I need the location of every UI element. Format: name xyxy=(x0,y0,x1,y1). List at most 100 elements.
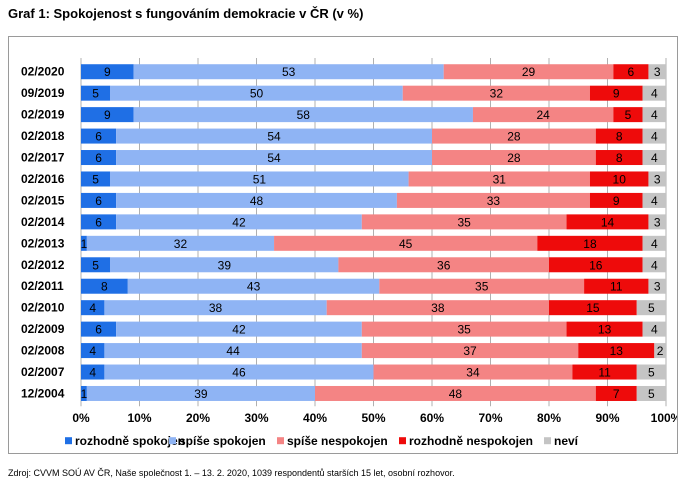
data-label: 6 xyxy=(95,215,102,229)
category-label: 02/2015 xyxy=(21,193,65,207)
bar-segment xyxy=(636,300,666,316)
category-label: 12/2004 xyxy=(21,386,65,400)
bar-segment xyxy=(81,343,105,359)
bar-segment xyxy=(642,107,666,123)
chart-title: Graf 1: Spokojenost s fungováním demokra… xyxy=(8,6,364,21)
bar-segment xyxy=(116,321,362,337)
category-label: 02/2016 xyxy=(21,172,65,186)
source-note: Zdroj: CVVM SOÚ AV ČR, Naše společnost 1… xyxy=(8,468,455,478)
data-label: 33 xyxy=(487,194,501,208)
x-tick-label: 30% xyxy=(244,411,268,425)
data-label: 38 xyxy=(431,301,445,315)
bar-segment xyxy=(642,85,666,101)
data-label: 6 xyxy=(95,194,102,208)
data-label: 42 xyxy=(232,215,246,229)
data-label: 8 xyxy=(616,151,623,165)
category-label: 02/2013 xyxy=(21,236,65,250)
data-label: 39 xyxy=(218,258,232,272)
data-label: 2 xyxy=(657,344,664,358)
data-label: 8 xyxy=(101,280,108,294)
data-label: 32 xyxy=(174,237,188,251)
data-label: 31 xyxy=(493,172,507,186)
bar-segment xyxy=(116,214,362,230)
data-label: 15 xyxy=(586,301,600,315)
legend-swatch xyxy=(65,437,72,445)
data-label: 4 xyxy=(651,258,658,272)
data-label: 4 xyxy=(651,130,658,144)
bar-segment xyxy=(315,385,596,401)
data-label: 32 xyxy=(490,87,504,101)
bar-segment xyxy=(104,364,374,380)
category-label: 02/2011 xyxy=(21,279,64,293)
category-label: 02/2019 xyxy=(21,108,65,122)
data-label: 4 xyxy=(651,151,658,165)
data-label: 6 xyxy=(95,323,102,337)
x-tick-label: 0% xyxy=(72,411,90,425)
bar-segment xyxy=(361,321,567,337)
bar-segment xyxy=(127,278,380,294)
bar-segment xyxy=(81,171,111,187)
data-label: 48 xyxy=(250,194,264,208)
bar-segment xyxy=(537,235,643,251)
data-label: 3 xyxy=(654,65,661,79)
bar-segment xyxy=(443,64,614,80)
data-label: 1 xyxy=(81,237,88,251)
legend-swatch xyxy=(277,437,284,445)
bar-segment xyxy=(104,343,362,359)
bar-segment xyxy=(589,85,643,101)
data-label: 24 xyxy=(536,108,550,122)
data-label: 5 xyxy=(625,108,632,122)
bar-segment xyxy=(86,235,275,251)
bar-segment xyxy=(595,150,643,166)
data-label: 28 xyxy=(507,130,521,144)
data-label: 34 xyxy=(466,366,480,380)
data-label: 1 xyxy=(81,387,88,401)
data-label: 4 xyxy=(651,237,658,251)
bar-segment xyxy=(110,257,339,273)
bar-segment xyxy=(396,192,590,208)
bar-segment xyxy=(402,85,590,101)
legend-label: spíše nespokojen xyxy=(287,434,388,448)
x-tick-label: 100% xyxy=(651,411,677,425)
bar-segment xyxy=(578,343,655,359)
data-label: 3 xyxy=(654,172,661,186)
bar-segment xyxy=(133,107,473,123)
bar-segment xyxy=(613,64,649,80)
category-labels: 02/2020 09/2019 02/2019 02/2018 02/2017 02/20… xyxy=(21,65,65,401)
data-label: 44 xyxy=(226,344,240,358)
bar-segment xyxy=(566,214,649,230)
bar-segment xyxy=(566,321,643,337)
data-label: 4 xyxy=(651,194,658,208)
bar-segment xyxy=(338,257,549,273)
bar-segment xyxy=(642,257,666,273)
data-label: 5 xyxy=(92,87,99,101)
bar-segment xyxy=(432,128,596,144)
data-label: 3 xyxy=(654,215,661,229)
bar-segment xyxy=(110,171,409,187)
x-tick-label: 70% xyxy=(478,411,502,425)
data-label: 39 xyxy=(194,387,208,401)
category-label: 09/2019 xyxy=(21,86,65,100)
bar-segment xyxy=(81,192,117,208)
category-label: 02/2008 xyxy=(21,344,65,358)
bar-segment xyxy=(81,214,117,230)
category-label: 02/2012 xyxy=(21,258,65,272)
data-label: 43 xyxy=(247,280,261,294)
category-label: 02/2014 xyxy=(21,215,65,229)
data-label: 48 xyxy=(449,387,463,401)
category-label: 02/2009 xyxy=(21,322,65,336)
bar-segment xyxy=(373,364,573,380)
bar-segment xyxy=(572,364,637,380)
bar-segment xyxy=(549,300,637,316)
bar-segment xyxy=(81,364,105,380)
bar-segment xyxy=(81,128,117,144)
bar-segment xyxy=(589,192,643,208)
bar-segment xyxy=(642,150,666,166)
bar-segment xyxy=(81,150,117,166)
data-label: 6 xyxy=(95,130,102,144)
data-label: 58 xyxy=(297,108,311,122)
bars: 9 53 29 6 35 50 32 9 49 58 24 5 46 54 28 8 46 54 28 8 45 51 31… xyxy=(81,64,666,401)
x-tick-label: 10% xyxy=(127,411,151,425)
data-label: 35 xyxy=(457,323,471,337)
data-label: 5 xyxy=(648,366,655,380)
